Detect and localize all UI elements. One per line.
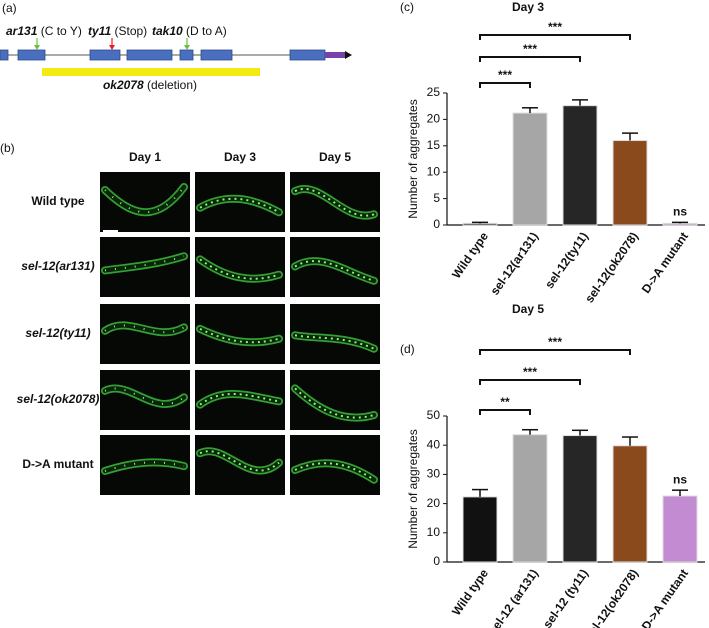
exons — [0, 49, 326, 61]
bar — [612, 445, 648, 563]
bar — [662, 495, 698, 563]
x-tick-label: sel-12 (ty11) — [540, 567, 591, 628]
y-axis-label: Number of aggregates — [406, 429, 420, 548]
significance-bracket — [479, 82, 531, 88]
bar — [612, 140, 648, 226]
significance-bracket — [479, 56, 581, 62]
panel-label: (d) — [400, 342, 415, 356]
row-label: D->A mutant — [22, 457, 93, 471]
worm-aggregates — [199, 258, 280, 280]
bar — [562, 435, 598, 563]
column-header: Day 1 — [129, 150, 161, 164]
scale-bar — [103, 230, 118, 233]
x-tick-label: sel-12(ok2078) — [582, 567, 641, 628]
y-tick-label: 20 — [427, 112, 441, 126]
significance-bracket — [479, 379, 581, 385]
y-tick-label: 20 — [427, 496, 441, 510]
worm-body — [102, 323, 187, 335]
worm-aggregates — [199, 393, 280, 406]
row-label: sel-12(ty11) — [25, 326, 90, 340]
y-tick-label: 0 — [433, 554, 440, 568]
change: (deletion) — [147, 78, 197, 92]
mutation-label: ar131 (C to Y) — [6, 24, 82, 38]
y-tick-label: 50 — [427, 408, 441, 422]
significance-bracket — [479, 34, 631, 40]
allele: tak10 — [152, 24, 183, 38]
row-label: sel-12(ar131) — [21, 259, 94, 273]
row-label: sel-12(ok2078) — [17, 392, 100, 406]
deletion-label: ok2078 (deletion) — [103, 78, 197, 92]
worm-aggregates — [294, 462, 375, 481]
column-header: Day 5 — [319, 150, 351, 164]
worm-body — [102, 253, 187, 273]
worm-body — [292, 258, 377, 284]
chart-title: Day 5 — [512, 302, 544, 316]
worm-body — [292, 186, 377, 218]
y-tick-label: 0 — [433, 217, 440, 231]
significance-label: *** — [548, 20, 562, 34]
significance-bracket — [479, 349, 631, 355]
worm-body — [197, 449, 282, 473]
panel-label: (a) — [2, 1, 17, 15]
worm-aggregates — [294, 334, 375, 350]
worm-aggregates — [199, 197, 280, 214]
bar — [512, 434, 548, 563]
y-tick-label: 30 — [427, 467, 441, 481]
y-axis-label: Number of aggregates — [406, 99, 420, 218]
utr — [325, 52, 345, 58]
change: (Stop) — [114, 24, 147, 38]
y-tick-label: 10 — [427, 164, 441, 178]
x-tick-label: Wild type — [449, 566, 491, 618]
bar — [462, 496, 498, 563]
gene-arrow — [345, 51, 352, 59]
panel-label: (b) — [0, 141, 15, 155]
worm-aggregates — [294, 387, 375, 419]
x-tick-label: Wild type — [449, 229, 491, 281]
y-tick-label: 5 — [433, 191, 440, 205]
row-label: Wild type — [31, 194, 85, 208]
column-header: Day 3 — [224, 150, 256, 164]
micrographs — [100, 172, 380, 495]
mutation-arrows — [34, 38, 190, 50]
bar — [662, 222, 698, 226]
significance-label: *** — [548, 335, 562, 349]
significance-bracket — [479, 409, 531, 415]
x-tick-label: sel-12(ty11) — [542, 230, 591, 292]
change: (D to A) — [186, 24, 227, 38]
bar — [462, 222, 498, 226]
significance-label: *** — [498, 68, 512, 82]
worm-aggregates — [199, 327, 280, 344]
mutation-label: tak10 (D to A) — [152, 24, 227, 38]
significance-label: *** — [523, 42, 537, 56]
panel-label: (c) — [400, 0, 414, 14]
allele: ar131 — [6, 24, 38, 38]
x-tick-label: sel-12(ar131) — [487, 230, 541, 298]
worm-aggregates — [104, 387, 185, 405]
worm-aggregates — [104, 186, 185, 214]
y-tick-label: 15 — [427, 138, 441, 152]
bar — [512, 112, 548, 226]
x-tick-label: D->A mutant — [639, 567, 691, 628]
y-tick-label: 10 — [427, 525, 441, 539]
y-tick-label: 25 — [427, 85, 441, 99]
worm-body — [102, 460, 187, 474]
significance-label: ns — [673, 205, 687, 219]
significance-label: *** — [523, 365, 537, 379]
allele: ok2078 — [103, 78, 144, 92]
x-tick-label: sel-12 (ar131) — [486, 567, 541, 628]
deletion-bar — [42, 68, 260, 76]
significance-label: ns — [673, 472, 687, 486]
chart-title: Day 3 — [512, 0, 544, 14]
significance-label: ** — [500, 395, 510, 409]
mutation-label: ty11 (Stop) — [88, 24, 147, 38]
change: (C to Y) — [41, 24, 82, 38]
y-tick-label: 40 — [427, 437, 441, 451]
bar — [562, 105, 598, 226]
x-tick-label: D->A mutant — [639, 230, 691, 296]
x-tick-label: sel-12(ok2078) — [582, 230, 641, 306]
allele: ty11 — [88, 24, 111, 38]
